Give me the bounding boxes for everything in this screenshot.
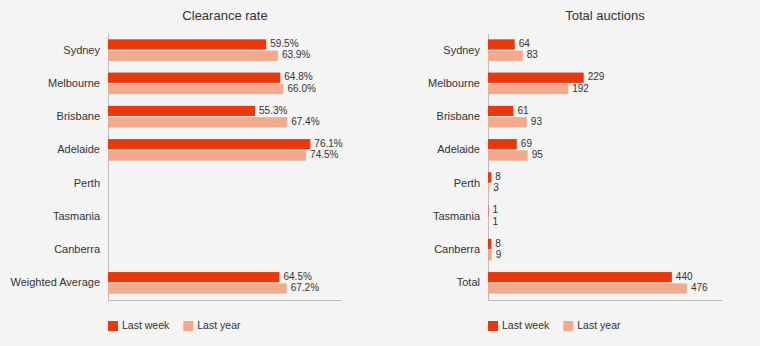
- bar: [108, 172, 109, 182]
- category-label: Canberra: [54, 243, 101, 255]
- data-label: 95: [532, 149, 544, 160]
- bar: [108, 139, 310, 149]
- figure: Clearance rate Sydney 59.5%63.9% Melbourne 6…: [0, 0, 760, 346]
- bar: [108, 283, 287, 293]
- bar: [108, 73, 280, 83]
- bar: [488, 150, 528, 160]
- category-label: Tasmania: [53, 210, 101, 222]
- bar: [488, 272, 672, 282]
- bar: [488, 51, 523, 61]
- category-label: Weighted Average: [11, 276, 101, 288]
- data-label: 69: [521, 138, 533, 149]
- legend-swatch: [488, 321, 498, 331]
- bar: [108, 39, 266, 49]
- data-label: 1: [492, 216, 498, 227]
- data-label: 61: [517, 105, 529, 116]
- data-label: 64.8%: [284, 71, 312, 82]
- bar: [488, 283, 687, 293]
- bar: [108, 272, 280, 282]
- legend-swatch: [108, 321, 118, 331]
- bars: [488, 39, 687, 293]
- data-label: 9: [496, 249, 502, 260]
- data-label: 440: [676, 271, 693, 282]
- category-label: Canberra: [434, 243, 481, 255]
- bars: [108, 39, 310, 293]
- data-label: 64.5%: [284, 271, 312, 282]
- bar: [488, 106, 513, 116]
- title: Clearance rate: [182, 8, 267, 23]
- data-label: 1: [492, 204, 498, 215]
- bar: [108, 239, 109, 249]
- data-label: 3: [493, 182, 499, 193]
- data-label: 74.5%: [310, 149, 338, 160]
- legend: Last week Last year: [108, 319, 241, 331]
- bar: [108, 150, 306, 160]
- category-label: Perth: [74, 177, 100, 189]
- category-label: Adelaide: [57, 143, 100, 155]
- bar: [108, 217, 109, 227]
- data-label: 76.1%: [314, 138, 342, 149]
- bar: [488, 84, 568, 94]
- legend-swatch: [563, 321, 573, 331]
- axis-line: [108, 300, 342, 301]
- data-label: 8: [495, 171, 501, 182]
- bar: [108, 84, 284, 94]
- category-label: Sydney: [63, 44, 100, 56]
- data-label: 476: [691, 282, 708, 293]
- bar: [108, 117, 287, 127]
- title: Total auctions: [565, 8, 645, 23]
- bar: [488, 184, 489, 194]
- data-label: 8: [495, 238, 501, 249]
- data-label: 93: [531, 116, 543, 127]
- category-label: Brisbane: [437, 110, 480, 122]
- data-label: 83: [527, 49, 539, 60]
- bar: [488, 217, 489, 227]
- category-label: Perth: [454, 177, 480, 189]
- panel: Total auctionsSydney6483Melbourne229192B…: [428, 8, 722, 331]
- data-label: 67.4%: [291, 116, 319, 127]
- data-label: 67.2%: [291, 282, 319, 293]
- bar: [108, 106, 255, 116]
- data-label: 59.5%: [270, 38, 298, 49]
- legend-swatch: [183, 321, 193, 331]
- data-label: 55.3%: [259, 105, 287, 116]
- bar: [488, 139, 517, 149]
- category-label: Total: [457, 276, 480, 288]
- axis-line: [488, 300, 722, 301]
- category-label: Sydney: [443, 44, 480, 56]
- data-label: 63.9%: [282, 49, 310, 60]
- legend-label: Last week: [502, 319, 550, 331]
- category-label: Adelaide: [437, 143, 480, 155]
- bar: [488, 39, 515, 49]
- legend: Last week Last year: [488, 319, 621, 331]
- bar: [108, 250, 109, 260]
- data-label: 66.0%: [288, 83, 316, 94]
- bar: [488, 172, 491, 182]
- category-label: Brisbane: [57, 110, 100, 122]
- bar: [488, 206, 489, 216]
- category-label: Melbourne: [48, 77, 100, 89]
- bar: [488, 73, 584, 83]
- bar: [108, 184, 109, 194]
- bar: [488, 250, 492, 260]
- panel: Clearance rate Sydney 59.5%63.9% Melbourne 6…: [11, 8, 343, 331]
- legend-label: Last year: [577, 319, 621, 331]
- legend-label: Last week: [122, 319, 170, 331]
- bar: [488, 117, 527, 127]
- category-label: Tasmania: [433, 210, 481, 222]
- bar: [108, 206, 109, 216]
- legend-label: Last year: [197, 319, 241, 331]
- data-label: 192: [572, 83, 589, 94]
- data-label: 229: [588, 71, 605, 82]
- data-label: 64: [519, 38, 531, 49]
- bar: [108, 51, 278, 61]
- category-label: Melbourne: [428, 77, 480, 89]
- bar: [488, 239, 491, 249]
